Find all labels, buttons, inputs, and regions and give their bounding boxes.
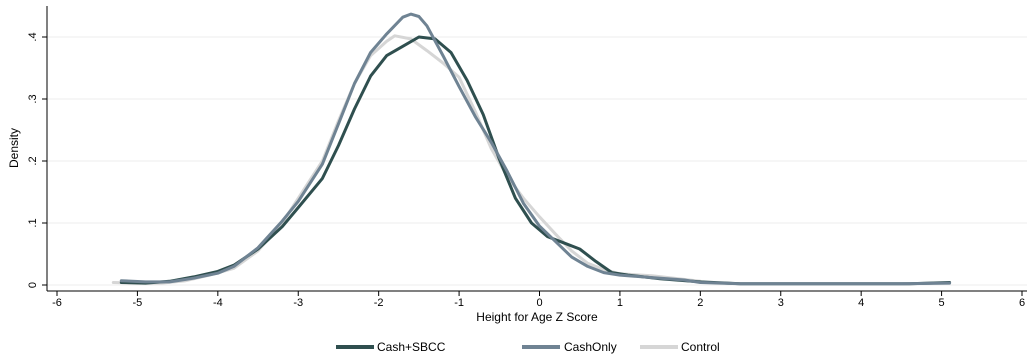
legend-label-cash-sbcc: Cash+SBCC xyxy=(377,340,446,354)
x-tick-label: -6 xyxy=(52,297,62,309)
x-tick-label: 2 xyxy=(697,297,703,309)
x-tick-label: 1 xyxy=(617,297,623,309)
x-tick-label: -3 xyxy=(293,297,303,309)
x-axis-title: Height for Age Z Score xyxy=(476,310,598,324)
y-tick-label: .3 xyxy=(27,94,39,103)
gridlines xyxy=(47,36,1027,286)
y-tick-label: .1 xyxy=(27,218,39,227)
series-line-cash-sbcc xyxy=(119,35,952,286)
x-tick-label: 5 xyxy=(939,297,945,309)
series-line-control xyxy=(111,34,702,285)
series-lines xyxy=(111,12,952,286)
x-tick-label: 4 xyxy=(858,297,864,309)
legend-label-control: Control xyxy=(681,340,720,354)
y-tick-label: 0 xyxy=(27,282,39,288)
y-axis-title: Density xyxy=(7,128,21,168)
tick-marks: 0 .1 .2 .3 .4 -6 -5 -4 -3 -2 -1 0 1 2 3 4 5 6 xyxy=(27,32,1025,309)
x-tick-label: 6 xyxy=(1019,297,1025,309)
legend: Cash+SBCC CashOnly Control xyxy=(336,340,720,354)
x-tick-label: 3 xyxy=(778,297,784,309)
x-tick-label: -4 xyxy=(213,297,223,309)
y-tick-label: .2 xyxy=(27,156,39,165)
legend-label-cashonly: CashOnly xyxy=(564,340,617,354)
x-tick-label: -1 xyxy=(454,297,464,309)
series-line-cashonly xyxy=(119,12,952,286)
x-tick-label: -2 xyxy=(374,297,384,309)
axes xyxy=(46,6,1027,292)
y-tick-label: .4 xyxy=(27,32,39,41)
x-tick-label: -5 xyxy=(133,297,143,309)
x-tick-label: 0 xyxy=(536,297,542,309)
